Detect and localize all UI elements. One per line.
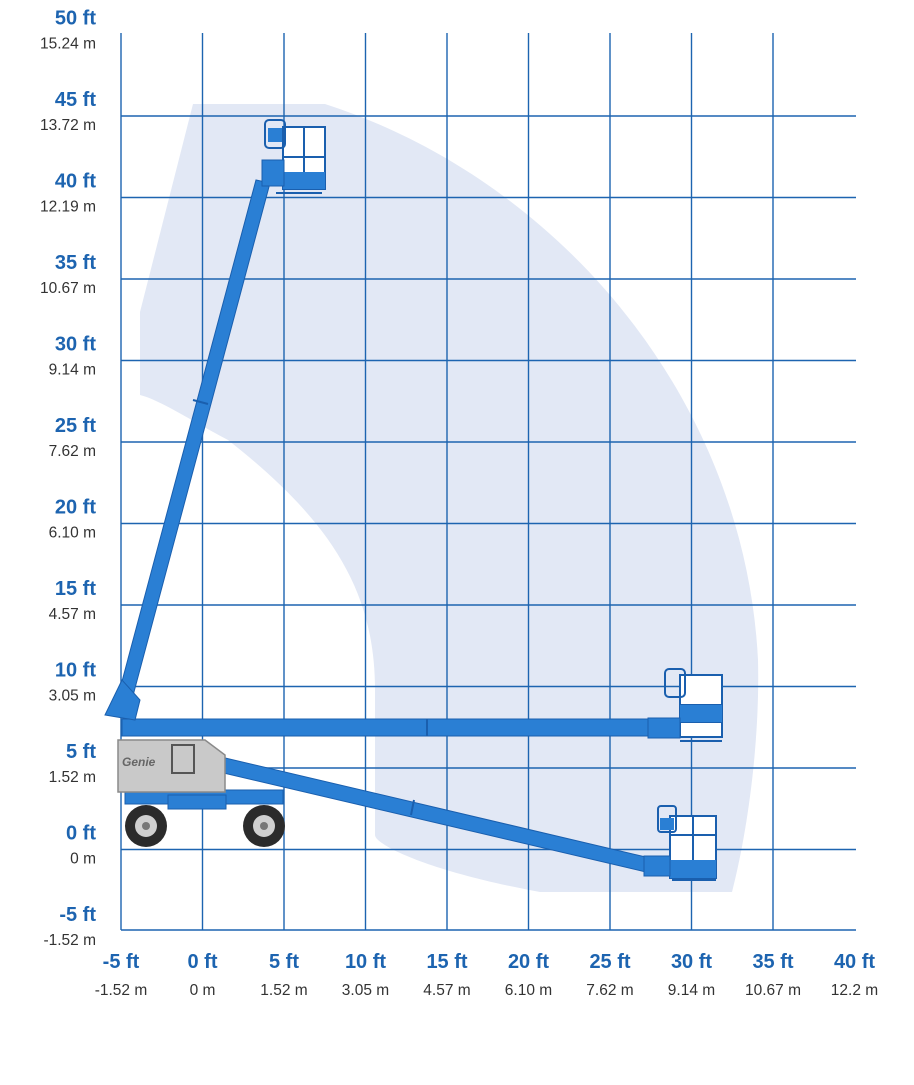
x-axis-labels: -5 ft -1.52 m 0 ft 0 m 5 ft 1.52 m 10 ft 3.05 m… <box>95 951 878 999</box>
y-tick-label-ft: 0 ft <box>66 823 96 845</box>
x-tick-label-ft: -5 ft <box>103 951 140 973</box>
y-tick-label-m: 10.67 m <box>40 280 96 297</box>
y-tick-label-ft: 45 ft <box>55 89 96 111</box>
x-tick-label-m: 1.52 m <box>260 982 307 999</box>
y-axis-labels: 50 ft 15.24 m 45 ft 13.72 m 40 ft 12.19 m 35 f… <box>40 8 96 950</box>
brand-logo: Genie <box>122 755 156 769</box>
boom-low-joint <box>410 799 415 816</box>
x-tick-label-m: 6.10 m <box>505 982 552 999</box>
x-tick-label-m: 10.67 m <box>745 982 801 999</box>
platform-horizontal <box>647 668 723 742</box>
y-tick-label-ft: 30 ft <box>55 334 96 356</box>
boom-upright-position <box>104 119 326 721</box>
y-tick-label-m: 0 m <box>70 851 96 868</box>
y-tick-label-m: 9.14 m <box>49 362 96 379</box>
y-tick-label-ft: 35 ft <box>55 252 96 274</box>
x-tick-label-m: 0 m <box>190 982 216 999</box>
y-tick-label-m: 4.57 m <box>49 606 96 623</box>
y-tick-label-ft: 10 ft <box>55 660 96 682</box>
boom-horizontal <box>121 718 653 737</box>
y-tick-label-m: 3.05 m <box>49 688 96 705</box>
wheel-left <box>125 805 167 847</box>
working-envelope <box>140 104 759 892</box>
boom-upright-joint <box>192 399 209 405</box>
wheel-right <box>243 805 285 847</box>
x-tick-label-ft: 15 ft <box>426 951 467 973</box>
y-tick-label-m: -1.52 m <box>43 932 96 949</box>
y-tick-label-ft: 15 ft <box>55 578 96 600</box>
y-tick-label-m: 1.52 m <box>49 769 96 786</box>
x-tick-label-ft: 40 ft <box>834 951 875 973</box>
x-tick-label-m: -1.52 m <box>95 982 148 999</box>
y-tick-label-ft: 5 ft <box>66 741 96 763</box>
y-tick-label-m: 6.10 m <box>49 525 96 542</box>
y-tick-label-ft: 50 ft <box>55 8 96 30</box>
y-tick-label-m: 13.72 m <box>40 117 96 134</box>
boom-low-position <box>167 744 717 881</box>
x-tick-label-ft: 0 ft <box>188 951 218 973</box>
x-tick-label-ft: 30 ft <box>671 951 712 973</box>
x-tick-label-ft: 35 ft <box>752 951 793 973</box>
y-tick-label-m: 7.62 m <box>49 443 96 460</box>
x-tick-label-ft: 5 ft <box>269 951 299 973</box>
turntable <box>167 794 227 810</box>
x-tick-label-ft: 20 ft <box>508 951 549 973</box>
x-tick-label-m: 4.57 m <box>423 982 470 999</box>
x-tick-label-ft: 10 ft <box>345 951 386 973</box>
y-tick-label-ft: 40 ft <box>55 171 96 193</box>
y-tick-label-ft: 25 ft <box>55 415 96 437</box>
x-tick-label-m: 12.2 m <box>831 982 878 999</box>
y-tick-label-ft: -5 ft <box>59 904 96 926</box>
x-tick-label-ft: 25 ft <box>589 951 630 973</box>
boom-horizontal-position <box>121 668 723 742</box>
x-tick-label-m: 3.05 m <box>342 982 389 999</box>
control-box <box>171 744 195 774</box>
y-tick-label-ft: 20 ft <box>55 497 96 519</box>
boom-upright-base <box>104 679 141 721</box>
x-tick-label-m: 9.14 m <box>668 982 715 999</box>
x-tick-label-m: 7.62 m <box>586 982 633 999</box>
platform-upright <box>261 119 326 194</box>
platform-low <box>643 805 717 881</box>
y-tick-label-m: 12.19 m <box>40 199 96 216</box>
machine-chassis: Genie <box>117 739 285 847</box>
y-tick-label-m: 15.24 m <box>40 36 96 53</box>
